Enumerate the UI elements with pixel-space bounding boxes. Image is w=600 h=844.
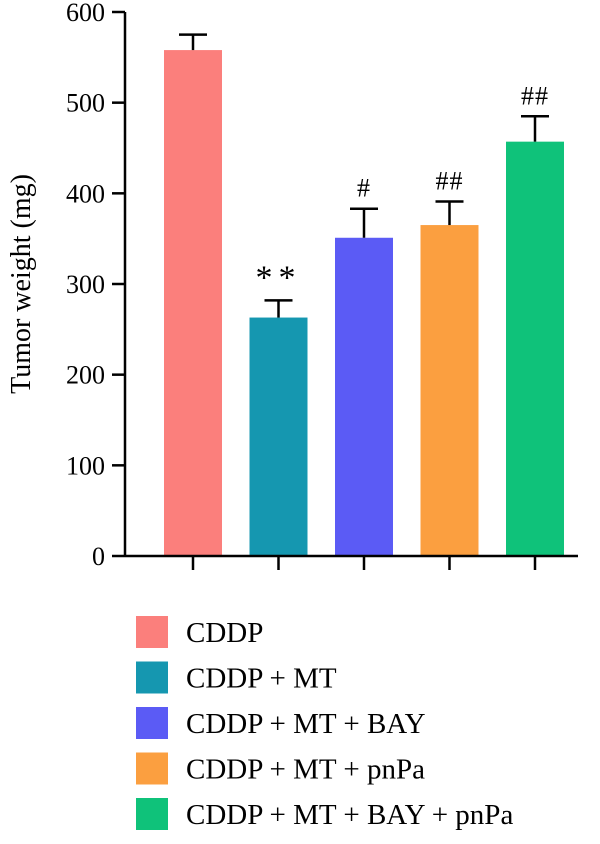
error-bars-layer <box>179 33 549 318</box>
bar <box>335 237 393 556</box>
y-tick-label: 0 <box>92 542 105 571</box>
significance-layer: **# #### <box>256 81 549 296</box>
y-tick-label: 200 <box>66 361 105 390</box>
legend-swatch <box>136 707 168 739</box>
legend-label: CDDP + MT + BAY <box>186 708 426 740</box>
legend: CDDP CDDP + MT CDDP + MT + BAY CDDP + MT + … <box>136 616 513 831</box>
significance-label: # <box>357 174 371 203</box>
significance-label: ** <box>256 259 302 296</box>
y-tick-label: 100 <box>66 451 105 480</box>
legend-swatch <box>136 661 168 694</box>
significance-label: ## <box>436 166 464 195</box>
bar <box>164 50 222 557</box>
y-tick-label: 500 <box>66 89 105 118</box>
legend-label: CDDP + MT + pnPa <box>186 754 425 786</box>
y-tick-label: 300 <box>66 270 105 299</box>
bars-layer <box>164 50 564 557</box>
legend-label: CDDP + MT + BAY + pnPa <box>186 799 513 831</box>
bar <box>506 141 564 557</box>
y-tick-label: 600 <box>66 0 105 27</box>
legend-label: CDDP <box>186 617 263 649</box>
significance-label: ## <box>521 81 549 110</box>
bar <box>420 225 479 557</box>
y-tick-label: 400 <box>66 179 105 208</box>
legend-swatch <box>136 798 168 830</box>
bar <box>249 317 308 556</box>
legend-swatch <box>136 752 168 785</box>
legend-swatch <box>136 616 168 648</box>
y-ticks: 0 100 200 300 400 500 600 <box>66 0 125 571</box>
x-ticks <box>191 556 537 570</box>
legend-label: CDDP + MT <box>186 663 337 695</box>
y-axis-title: Tumor weight (mg) <box>6 174 37 394</box>
